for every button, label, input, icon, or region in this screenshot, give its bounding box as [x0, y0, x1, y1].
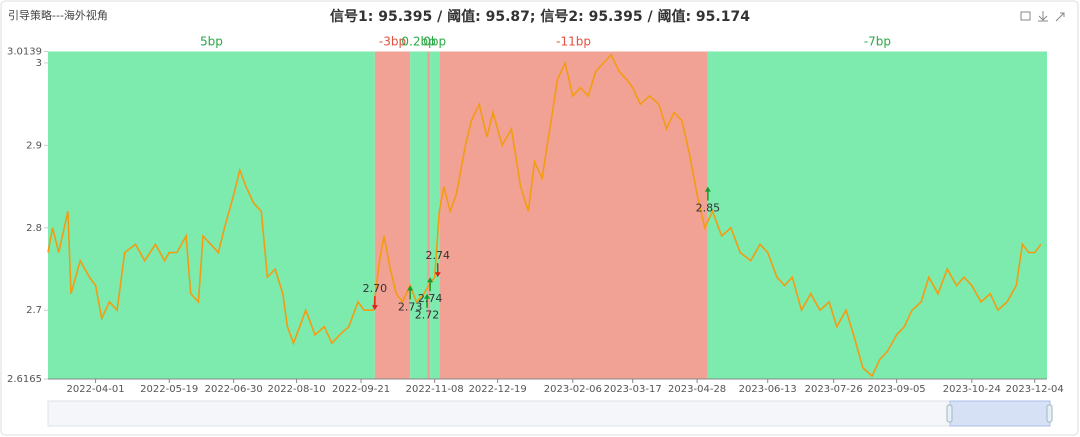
x-tick-label: 2023-12-04 [1006, 384, 1064, 395]
signal-marker [407, 285, 414, 300]
x-tick-label: 2022-11-08 [406, 384, 464, 395]
region [48, 51, 375, 379]
y-tick-label: 2.7 [26, 305, 42, 316]
x-tick-label: 2023-03-17 [604, 384, 662, 395]
region [374, 51, 411, 379]
region [410, 51, 428, 379]
arrow-head [704, 186, 711, 192]
signal-label: 2.74 [426, 249, 451, 262]
region [707, 51, 1047, 379]
chart-title: 信号1: 95.395 / 阈值: 95.87; 信号2: 95.395 / 阈… [330, 8, 750, 25]
toolbox[interactable] [1020, 11, 1065, 22]
arrow-head [407, 285, 414, 291]
x-tick-label: 2023-09-05 [868, 384, 926, 395]
region-label: 0bp [423, 35, 446, 49]
signal-label: 2.70 [363, 282, 388, 295]
signal-label: 2.72 [415, 309, 440, 322]
signal-marker [424, 293, 431, 308]
y-tick-label: 3 [36, 58, 42, 69]
x-tick-label: 2023-06-13 [739, 384, 797, 395]
signal-label: 2.73 [398, 300, 423, 313]
x-tick-label: 2022-09-21 [332, 384, 390, 395]
signal-marker [371, 296, 378, 311]
region-label: -3bp [379, 35, 406, 49]
region [427, 51, 431, 379]
x-tick-label: 2023-04-28 [668, 384, 726, 395]
header: 引导策略---海外视角 [8, 8, 108, 22]
region-label: 5bp [200, 35, 223, 49]
zoom-handle[interactable] [1046, 404, 1053, 423]
price-line [47, 53, 1042, 378]
x-tick-label: 2022-04-01 [67, 384, 125, 395]
region-label: 0.2bp [401, 35, 435, 49]
x-tick-label: 2022-12-19 [469, 384, 527, 395]
arrow-head [371, 305, 378, 311]
y-tick-label: 2.6165 [7, 374, 42, 385]
signal-label: 2.74 [418, 292, 443, 305]
download-icon[interactable] [1038, 11, 1048, 22]
signal-marker [704, 186, 711, 201]
x-tick-label: 2023-10-24 [943, 384, 1001, 395]
expand-icon[interactable] [1055, 12, 1065, 22]
signal-marker [427, 277, 434, 292]
y-tick-label: 2.8 [26, 223, 42, 234]
arrow-head [424, 293, 431, 299]
zoom-track[interactable] [47, 400, 1051, 427]
region-label: -11bp [556, 35, 591, 49]
save-icon[interactable] [1020, 11, 1031, 21]
x-tick-label: 2022-08-10 [268, 384, 326, 395]
zoom-handle[interactable] [946, 404, 953, 423]
signal-label: 2.85 [696, 202, 721, 215]
signal-marker [434, 263, 441, 278]
zoom-window[interactable] [949, 400, 1051, 427]
data-zoom[interactable] [47, 400, 1053, 427]
x-tick-label: 2022-05-19 [140, 384, 198, 395]
region [439, 51, 708, 379]
x-tick-label: 2022-06-30 [205, 384, 263, 395]
arrow-head [434, 272, 441, 278]
region-label: -7bp [864, 35, 891, 49]
arrow-head [427, 277, 434, 283]
region [430, 51, 440, 379]
y-tick-label: 2.9 [26, 140, 42, 151]
x-tick-label: 2023-07-26 [805, 384, 863, 395]
x-tick-label: 2023-02-06 [544, 384, 602, 395]
y-tick-label: 3.0139 [7, 47, 42, 58]
